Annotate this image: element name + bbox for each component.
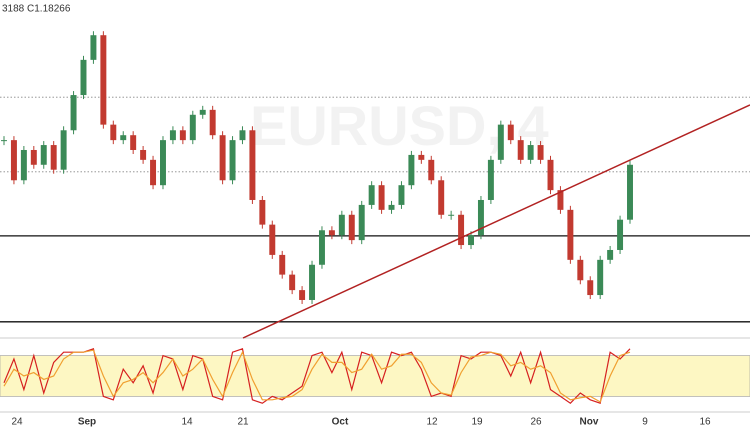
stoch-line — [3, 348, 631, 404]
candle-body — [358, 204, 365, 241]
x-tick-label: 12 — [426, 417, 438, 428]
x-tick-label: 16 — [699, 417, 711, 428]
candle-body — [199, 109, 206, 115]
candle-body — [607, 249, 614, 260]
candle-body — [428, 159, 435, 181]
candle-body — [487, 159, 494, 200]
candle-body — [169, 130, 176, 141]
x-tick-label: Sep — [78, 417, 96, 428]
candle-body — [90, 35, 97, 60]
candle-body — [100, 35, 107, 125]
candle-body — [239, 130, 246, 141]
candle-body — [477, 199, 484, 236]
candle-body — [448, 214, 455, 216]
candle-body — [517, 140, 524, 160]
candle-body — [527, 145, 534, 160]
candle-body — [249, 130, 256, 200]
x-tick-label: 19 — [471, 417, 483, 428]
candle-body — [229, 140, 236, 181]
stoch-line — [3, 349, 631, 403]
candle-body — [40, 145, 47, 165]
x-tick-label: 26 — [530, 417, 542, 428]
candle-body — [468, 235, 474, 246]
candle-body — [338, 214, 345, 236]
candle-body — [577, 259, 584, 281]
candle-body — [398, 185, 405, 205]
x-tick-label: 9 — [642, 417, 648, 428]
candle-body — [289, 274, 296, 291]
candle-body — [120, 135, 127, 141]
candle-body — [179, 130, 186, 141]
x-tick-label: Oct — [332, 417, 349, 428]
candle-body — [418, 154, 425, 160]
candle-body — [557, 190, 564, 210]
candle-body — [458, 214, 465, 246]
x-tick-label: 24 — [11, 417, 23, 428]
candle-body — [547, 159, 554, 191]
candle-body — [507, 124, 514, 141]
candle-body — [60, 130, 67, 170]
candle-body — [328, 230, 335, 236]
candle-body — [388, 204, 395, 210]
candle-body — [269, 224, 276, 255]
candle-body — [617, 219, 624, 250]
candle-body — [70, 95, 77, 131]
candle-body — [627, 164, 633, 220]
candle-body — [318, 230, 325, 265]
candle-body — [80, 59, 87, 96]
candle-body — [497, 124, 504, 160]
candle-body — [408, 154, 415, 186]
candle-body — [348, 214, 355, 241]
ohlc-header: 3188 C1.18266 — [2, 4, 71, 15]
candle-body — [299, 290, 306, 300]
candle-body — [140, 149, 147, 160]
candle-body — [438, 180, 445, 215]
x-tick-label: 14 — [181, 417, 193, 428]
candle-body — [50, 145, 57, 170]
candle-body — [189, 114, 196, 141]
candle-body — [1, 140, 7, 142]
trendline — [242, 104, 750, 339]
candle-body — [378, 185, 385, 210]
candle-body — [259, 199, 266, 225]
candle-body — [150, 159, 157, 186]
candle-body — [309, 264, 316, 300]
candle-body — [160, 140, 166, 186]
candle-body — [368, 185, 375, 205]
x-tick-label: 21 — [237, 417, 249, 428]
candle-body — [10, 140, 17, 181]
x-tick-label: Nov — [580, 417, 599, 428]
watermark: EURUSD, 4 — [250, 94, 549, 157]
candle-body — [279, 254, 286, 275]
stoch-band — [0, 355, 750, 397]
candle-body — [30, 149, 37, 165]
candle-body — [130, 135, 137, 150]
candle-body — [567, 209, 574, 260]
candle-body — [587, 280, 594, 296]
candle-body — [110, 124, 117, 141]
candle-body — [20, 149, 27, 181]
candle-body — [209, 109, 216, 136]
candle-body — [597, 259, 604, 296]
candle-body — [537, 145, 544, 160]
candle-body — [219, 135, 226, 181]
